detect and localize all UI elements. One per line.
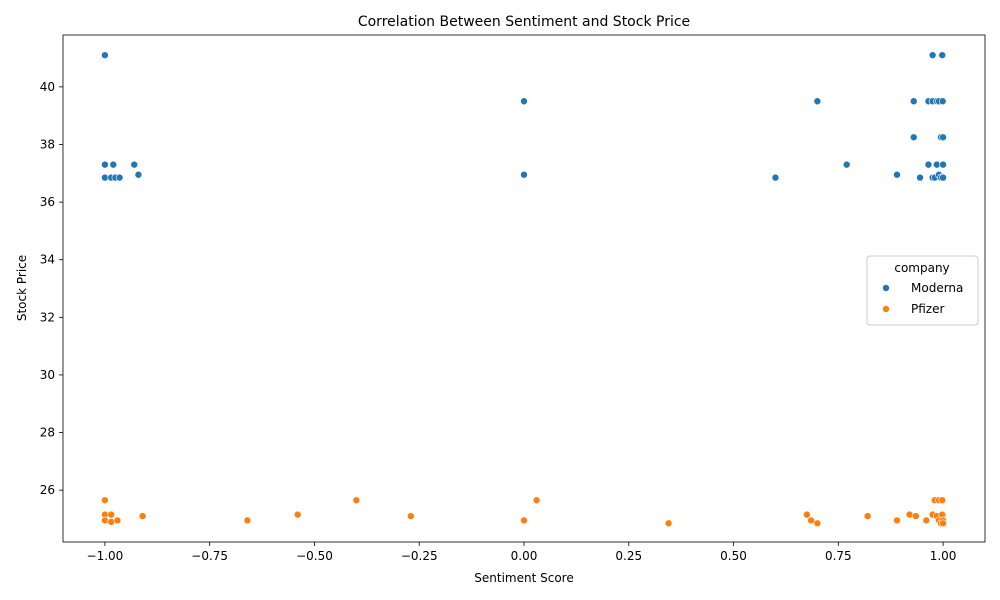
data-point-pfizer	[905, 510, 914, 519]
legend-marker-moderna	[882, 284, 890, 292]
data-point-pfizer	[664, 519, 673, 528]
x-tick-label: −1.00	[87, 549, 124, 563]
plot-frame	[62, 34, 986, 543]
y-axis-title: Stock Price	[15, 255, 29, 321]
data-point-moderna	[939, 173, 947, 182]
data-point-pfizer	[101, 516, 109, 525]
data-point-pfizer	[803, 510, 811, 519]
data-point-pfizer	[922, 516, 931, 525]
data-point-pfizer	[107, 518, 115, 526]
data-point-pfizer	[939, 519, 947, 528]
y-tick-label: 30	[40, 368, 55, 382]
data-point-pfizer	[863, 512, 872, 520]
data-point-pfizer	[107, 510, 115, 519]
legend-label-pfizer: Pfizer	[911, 302, 944, 316]
y-tick-label: 40	[40, 80, 55, 94]
chart-title: Correlation Between Sentiment and Stock …	[358, 14, 690, 30]
plot-area	[101, 51, 947, 528]
data-point-moderna	[134, 170, 143, 179]
x-tick-label: 0.75	[825, 549, 852, 563]
data-point-moderna	[101, 51, 109, 59]
x-tick-label: 0.25	[615, 549, 642, 563]
x-tick-label: 0.50	[720, 549, 747, 563]
y-axis-ticks: 26 28 30 32 34 36 38 40	[40, 80, 63, 497]
legend-title: company	[894, 261, 949, 275]
x-tick-label: −0.75	[191, 549, 228, 563]
data-point-moderna	[939, 160, 947, 169]
data-point-moderna	[933, 160, 941, 169]
series-pfizer	[101, 496, 947, 528]
x-tick-label: −0.25	[401, 549, 438, 563]
x-tick-label: 0.00	[511, 549, 538, 563]
data-point-moderna	[101, 160, 109, 169]
y-tick-label: 28	[40, 426, 55, 440]
data-point-moderna	[101, 173, 109, 182]
data-point-pfizer	[807, 516, 815, 525]
data-point-pfizer	[938, 496, 947, 505]
x-axis-title: Sentiment Score	[474, 571, 573, 585]
y-tick-label: 36	[40, 195, 55, 209]
y-tick-label: 26	[40, 483, 55, 497]
y-tick-label: 38	[40, 137, 55, 151]
legend-marker-pfizer	[882, 305, 890, 313]
data-point-pfizer	[893, 516, 901, 525]
data-point-pfizer	[520, 516, 528, 525]
data-point-moderna	[109, 160, 118, 169]
x-axis-ticks: −1.00 −0.75 −0.50 −0.25 0.00 0.25 0.50 0.75 1.00	[87, 542, 957, 563]
data-point-moderna	[130, 160, 139, 169]
data-point-moderna	[938, 51, 947, 59]
data-point-moderna	[909, 97, 918, 106]
x-tick-label: 1.00	[930, 549, 957, 563]
data-point-pfizer	[293, 510, 302, 519]
data-point-moderna	[928, 51, 937, 59]
y-tick-label: 32	[40, 310, 55, 324]
data-point-pfizer	[113, 516, 122, 525]
data-point-moderna	[893, 170, 901, 179]
legend-label-moderna: Moderna	[911, 281, 963, 295]
legend-box	[866, 255, 979, 326]
data-point-pfizer	[138, 512, 147, 520]
data-point-moderna	[520, 170, 528, 179]
data-point-moderna	[916, 173, 924, 182]
data-point-pfizer	[243, 516, 252, 525]
data-point-moderna	[924, 160, 933, 169]
data-point-moderna	[771, 173, 780, 182]
data-point-pfizer	[352, 496, 361, 505]
data-point-moderna	[842, 160, 851, 169]
data-point-moderna	[909, 133, 918, 142]
y-tick-label: 34	[40, 253, 55, 267]
data-point-pfizer	[912, 512, 920, 520]
data-point-pfizer	[532, 496, 541, 505]
data-point-moderna	[939, 133, 947, 142]
data-point-moderna	[115, 173, 124, 182]
data-point-pfizer	[407, 512, 415, 520]
data-point-moderna	[520, 97, 528, 106]
data-point-pfizer	[101, 496, 109, 505]
data-point-moderna	[813, 97, 822, 106]
legend: company Moderna Pfizer	[866, 255, 979, 326]
data-point-moderna	[938, 97, 947, 106]
series-moderna	[101, 51, 947, 182]
data-point-pfizer	[813, 519, 822, 528]
x-tick-label: −0.50	[296, 549, 333, 563]
